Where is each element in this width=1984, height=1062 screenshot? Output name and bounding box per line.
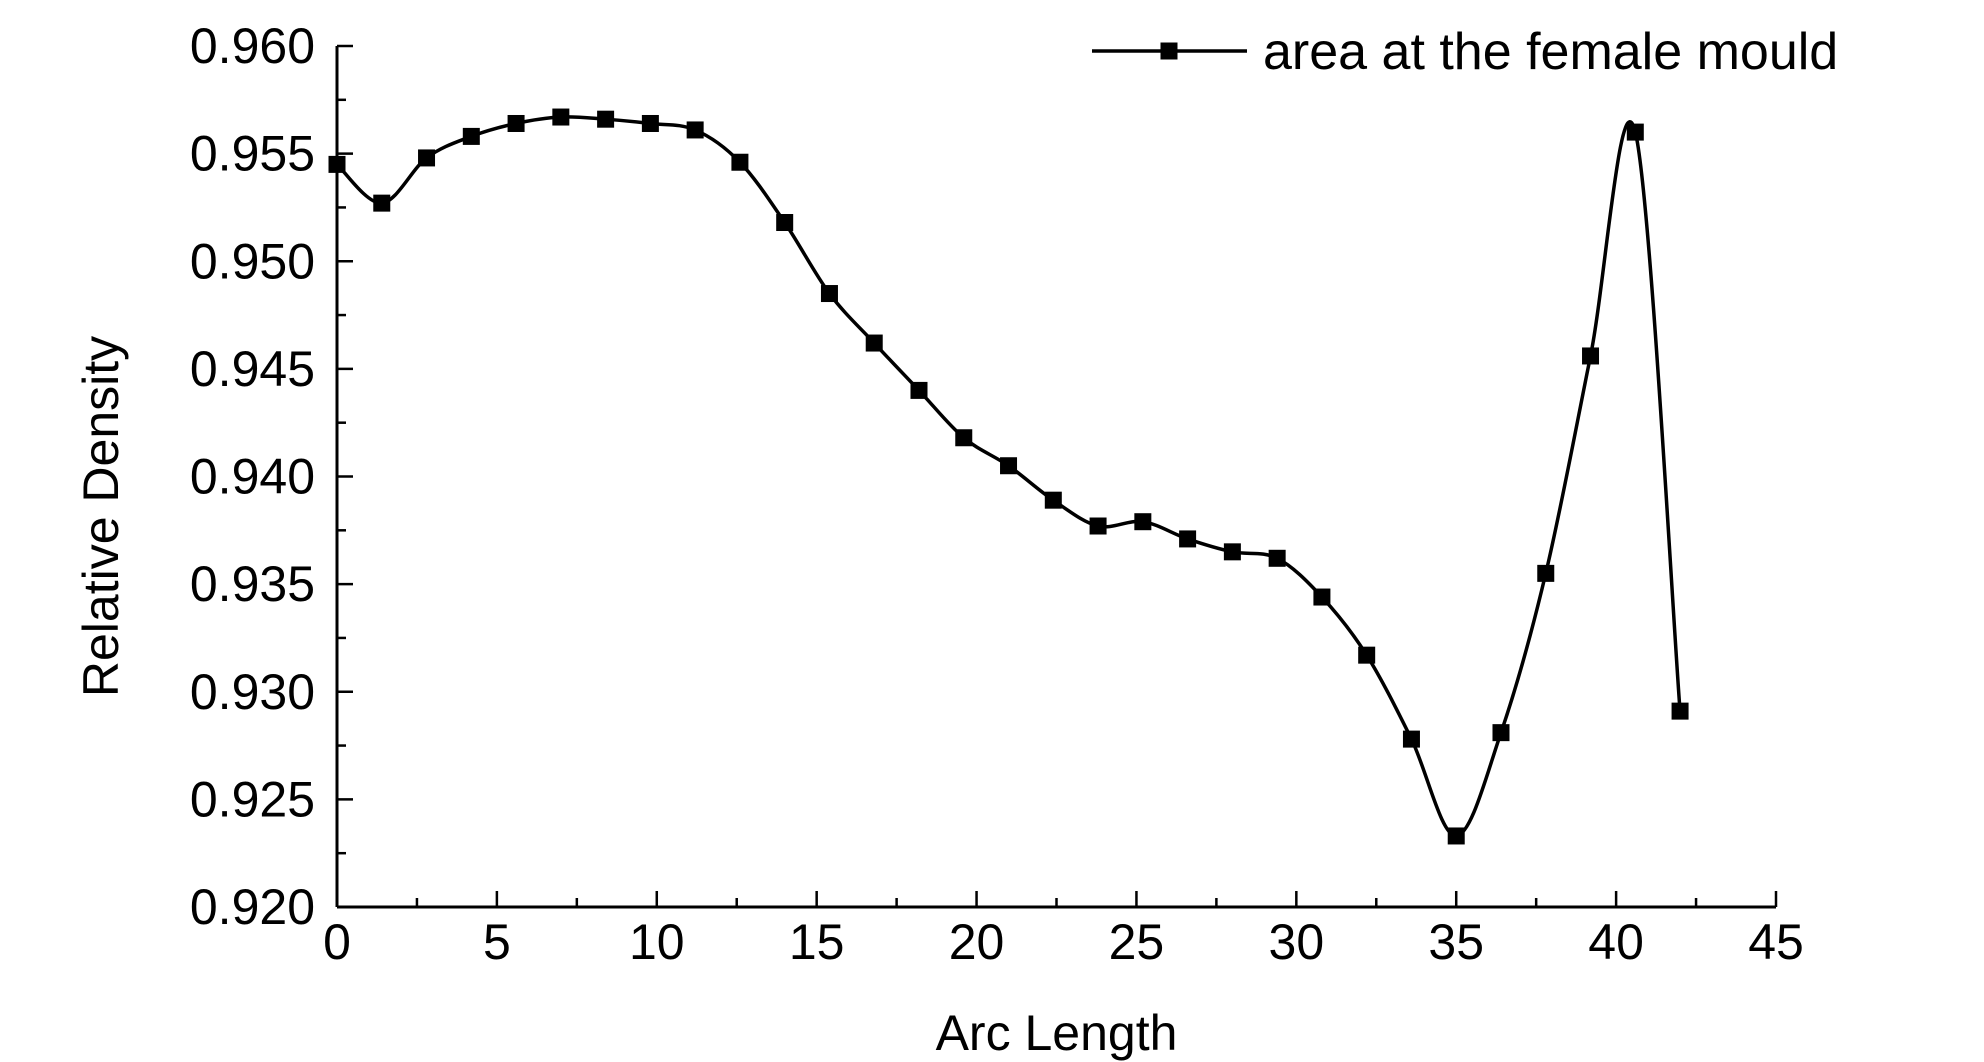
series-line	[335, 115, 1682, 838]
legend: area at the female mould	[1092, 23, 1838, 81]
data-point-marker	[373, 194, 391, 212]
data-point-marker	[1582, 347, 1600, 365]
y-tick-label: 0.950	[190, 233, 315, 289]
data-point-marker	[1492, 724, 1510, 742]
y-axis-title: Relative Density	[73, 336, 129, 697]
x-tick-label: 45	[1748, 914, 1804, 970]
data-point-marker	[1313, 588, 1331, 606]
data-point-marker	[1671, 702, 1689, 720]
data-point-marker	[910, 381, 928, 399]
data-point-marker	[1179, 530, 1197, 548]
data-point-marker	[955, 429, 973, 447]
data-point-marker	[1000, 457, 1018, 475]
data-point-marker	[820, 285, 838, 303]
y-tick-label: 0.930	[190, 664, 315, 720]
data-point-marker	[641, 114, 659, 132]
data-point-marker	[462, 127, 480, 145]
x-tick-label: 40	[1588, 914, 1644, 970]
x-tick-label: 20	[949, 914, 1005, 970]
y-tick-label: 0.945	[190, 341, 315, 397]
x-tick-label: 25	[1109, 914, 1165, 970]
data-point-marker	[1626, 123, 1644, 141]
x-tick-label: 30	[1269, 914, 1325, 970]
series-layer	[328, 108, 1689, 845]
y-tick-label: 0.925	[190, 771, 315, 827]
y-tick-label: 0.955	[190, 126, 315, 182]
x-axis-title: Arc Length	[936, 1005, 1178, 1061]
data-point-marker	[418, 149, 436, 167]
data-point-marker	[776, 214, 794, 232]
data-point-marker	[731, 153, 749, 171]
data-point-marker	[1089, 517, 1107, 535]
data-point-marker	[1447, 827, 1465, 845]
data-point-marker	[1044, 491, 1062, 509]
axes-layer	[335, 46, 1776, 909]
x-tick-label: 35	[1428, 914, 1484, 970]
data-point-marker	[686, 121, 704, 139]
data-point-marker	[507, 114, 525, 132]
y-tick-label: 0.940	[190, 449, 315, 505]
y-tick-label: 0.935	[190, 556, 315, 612]
legend-marker-square	[1160, 42, 1178, 60]
y-tick-label: 0.920	[190, 879, 315, 935]
data-point-marker	[597, 110, 615, 128]
data-point-marker	[1268, 549, 1286, 567]
data-point-marker	[1537, 564, 1555, 582]
data-point-marker	[1223, 543, 1241, 561]
data-point-marker	[865, 334, 883, 352]
y-tick-label: 0.960	[190, 18, 315, 74]
data-point-marker	[1402, 730, 1420, 748]
x-tick-label: 0	[323, 914, 351, 970]
data-point-marker	[552, 108, 570, 126]
x-tick-label: 5	[483, 914, 511, 970]
legend-label: area at the female mould	[1263, 23, 1838, 81]
data-point-marker	[1358, 646, 1376, 664]
x-tick-label: 10	[629, 914, 685, 970]
data-point-marker	[1134, 513, 1152, 531]
x-tick-label: 15	[789, 914, 845, 970]
ticks-layer: 0 5 10 15 20 25 30 35 40 45 0.920 0.925 0.930 0.935 0.…	[190, 18, 1804, 970]
